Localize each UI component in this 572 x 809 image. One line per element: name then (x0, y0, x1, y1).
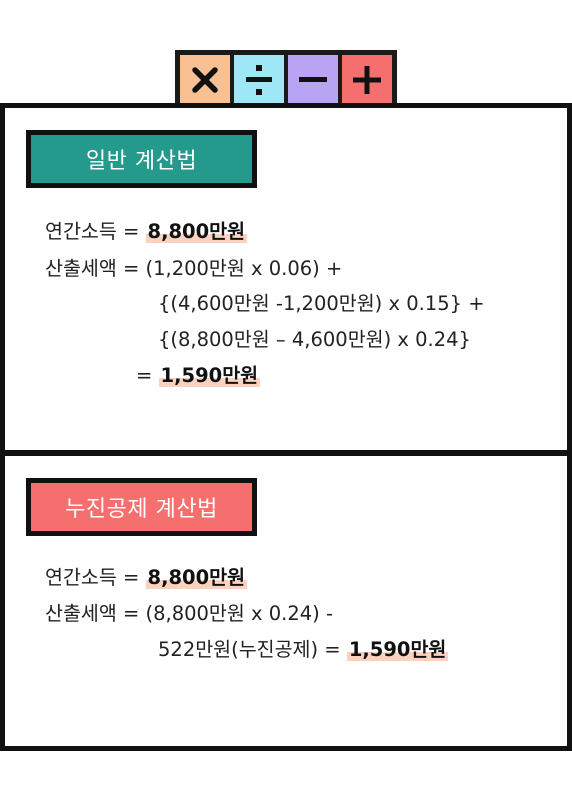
progressive-tax-formula-2: 522만원(누진공제) = (158, 638, 347, 661)
general-tax-formula-1: (1,200만원 x 0.06) + (145, 257, 343, 280)
general-method-title: 일반 계산법 (26, 130, 257, 188)
divide-icon (246, 64, 272, 95)
operator-icons-bar (175, 50, 397, 108)
general-result-value: 1,590만원 (158, 364, 261, 387)
progressive-result-value: 1,590만원 (346, 638, 449, 661)
plus-icon (353, 65, 381, 94)
progressive-method-title: 누진공제 계산법 (26, 478, 257, 536)
general-result-prefix: = (136, 364, 159, 387)
general-income-value: 8,800만원 (145, 220, 248, 243)
progressive-income-label: 연간소득 = (45, 566, 146, 589)
general-result-line: = 1,590만원 (136, 364, 261, 388)
progressive-income-line: 연간소득 = 8,800만원 (45, 566, 248, 590)
divide-tile (234, 55, 284, 104)
general-tax-line-1: 산출세액 = (1,200만원 x 0.06) + (45, 257, 342, 281)
progressive-income-value: 8,800만원 (145, 566, 248, 589)
minus-icon (299, 76, 327, 82)
general-income-line: 연간소득 = 8,800만원 (45, 220, 248, 244)
progressive-tax-label: 산출세액 = (45, 602, 146, 625)
general-income-label: 연간소득 = (45, 220, 146, 243)
progressive-tax-formula-1: (8,800만원 x 0.24) - (145, 602, 334, 625)
general-tax-label: 산출세액 = (45, 257, 146, 280)
multiply-tile (180, 55, 230, 104)
progressive-tax-line-2: 522만원(누진공제) = 1,590만원 (158, 638, 449, 662)
general-tax-formula-2: {(4,600만원 -1,200만원) x 0.15} + (158, 292, 485, 315)
minus-tile (288, 55, 338, 104)
plus-tile (342, 55, 392, 104)
multiply-icon (192, 66, 218, 93)
progressive-tax-line-1: 산출세액 = (8,800만원 x 0.24) - (45, 602, 333, 626)
general-tax-formula-3: {(8,800만원 – 4,600만원) x 0.24} (158, 328, 471, 351)
